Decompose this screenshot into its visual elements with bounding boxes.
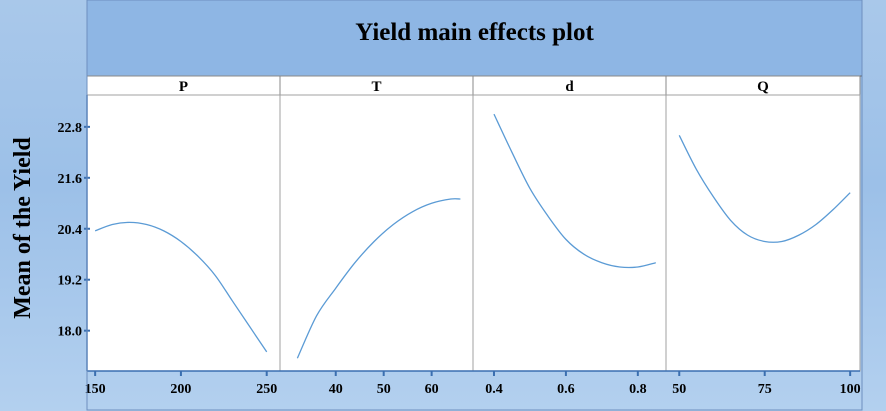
x-tick-label-t: 50: [377, 382, 391, 397]
x-tick-label-t: 60: [425, 382, 439, 397]
x-tick-label-d: 0.6: [557, 382, 575, 397]
x-tick-label-p: 250: [256, 382, 277, 397]
chart-title: Yield main effects plot: [355, 19, 594, 46]
y-tick-label: 18.0: [58, 325, 83, 340]
series-line-t: [296, 198, 461, 359]
series-line-d: [493, 113, 656, 269]
panel-label-d: d: [565, 79, 574, 95]
y-tick-label: 21.6: [58, 172, 83, 187]
series-line-q: [678, 135, 851, 243]
series-line-p: [94, 221, 268, 353]
panel-label-q: Q: [757, 79, 769, 95]
x-tick-label-p: 200: [170, 382, 191, 397]
panel-label-t: T: [371, 79, 381, 95]
outer-frame: [86, 0, 863, 411]
y-axis-label: Mean of the Yield: [10, 137, 36, 319]
x-tick-label-d: 0.8: [629, 382, 647, 397]
y-tick-label: 20.4: [58, 223, 83, 238]
y-tick-label: 19.2: [58, 274, 83, 289]
x-tick-label-d: 0.4: [485, 382, 503, 397]
panel-label-p: P: [179, 79, 188, 95]
y-tick-label: 22.8: [58, 121, 83, 136]
x-tick-label-q: 50: [672, 382, 686, 397]
x-tick-label-q: 100: [840, 382, 861, 397]
x-tick-label-p: 150: [85, 382, 106, 397]
x-tick-label-q: 75: [758, 382, 772, 397]
title-band: [87, 0, 862, 76]
x-tick-label-t: 40: [329, 382, 343, 397]
